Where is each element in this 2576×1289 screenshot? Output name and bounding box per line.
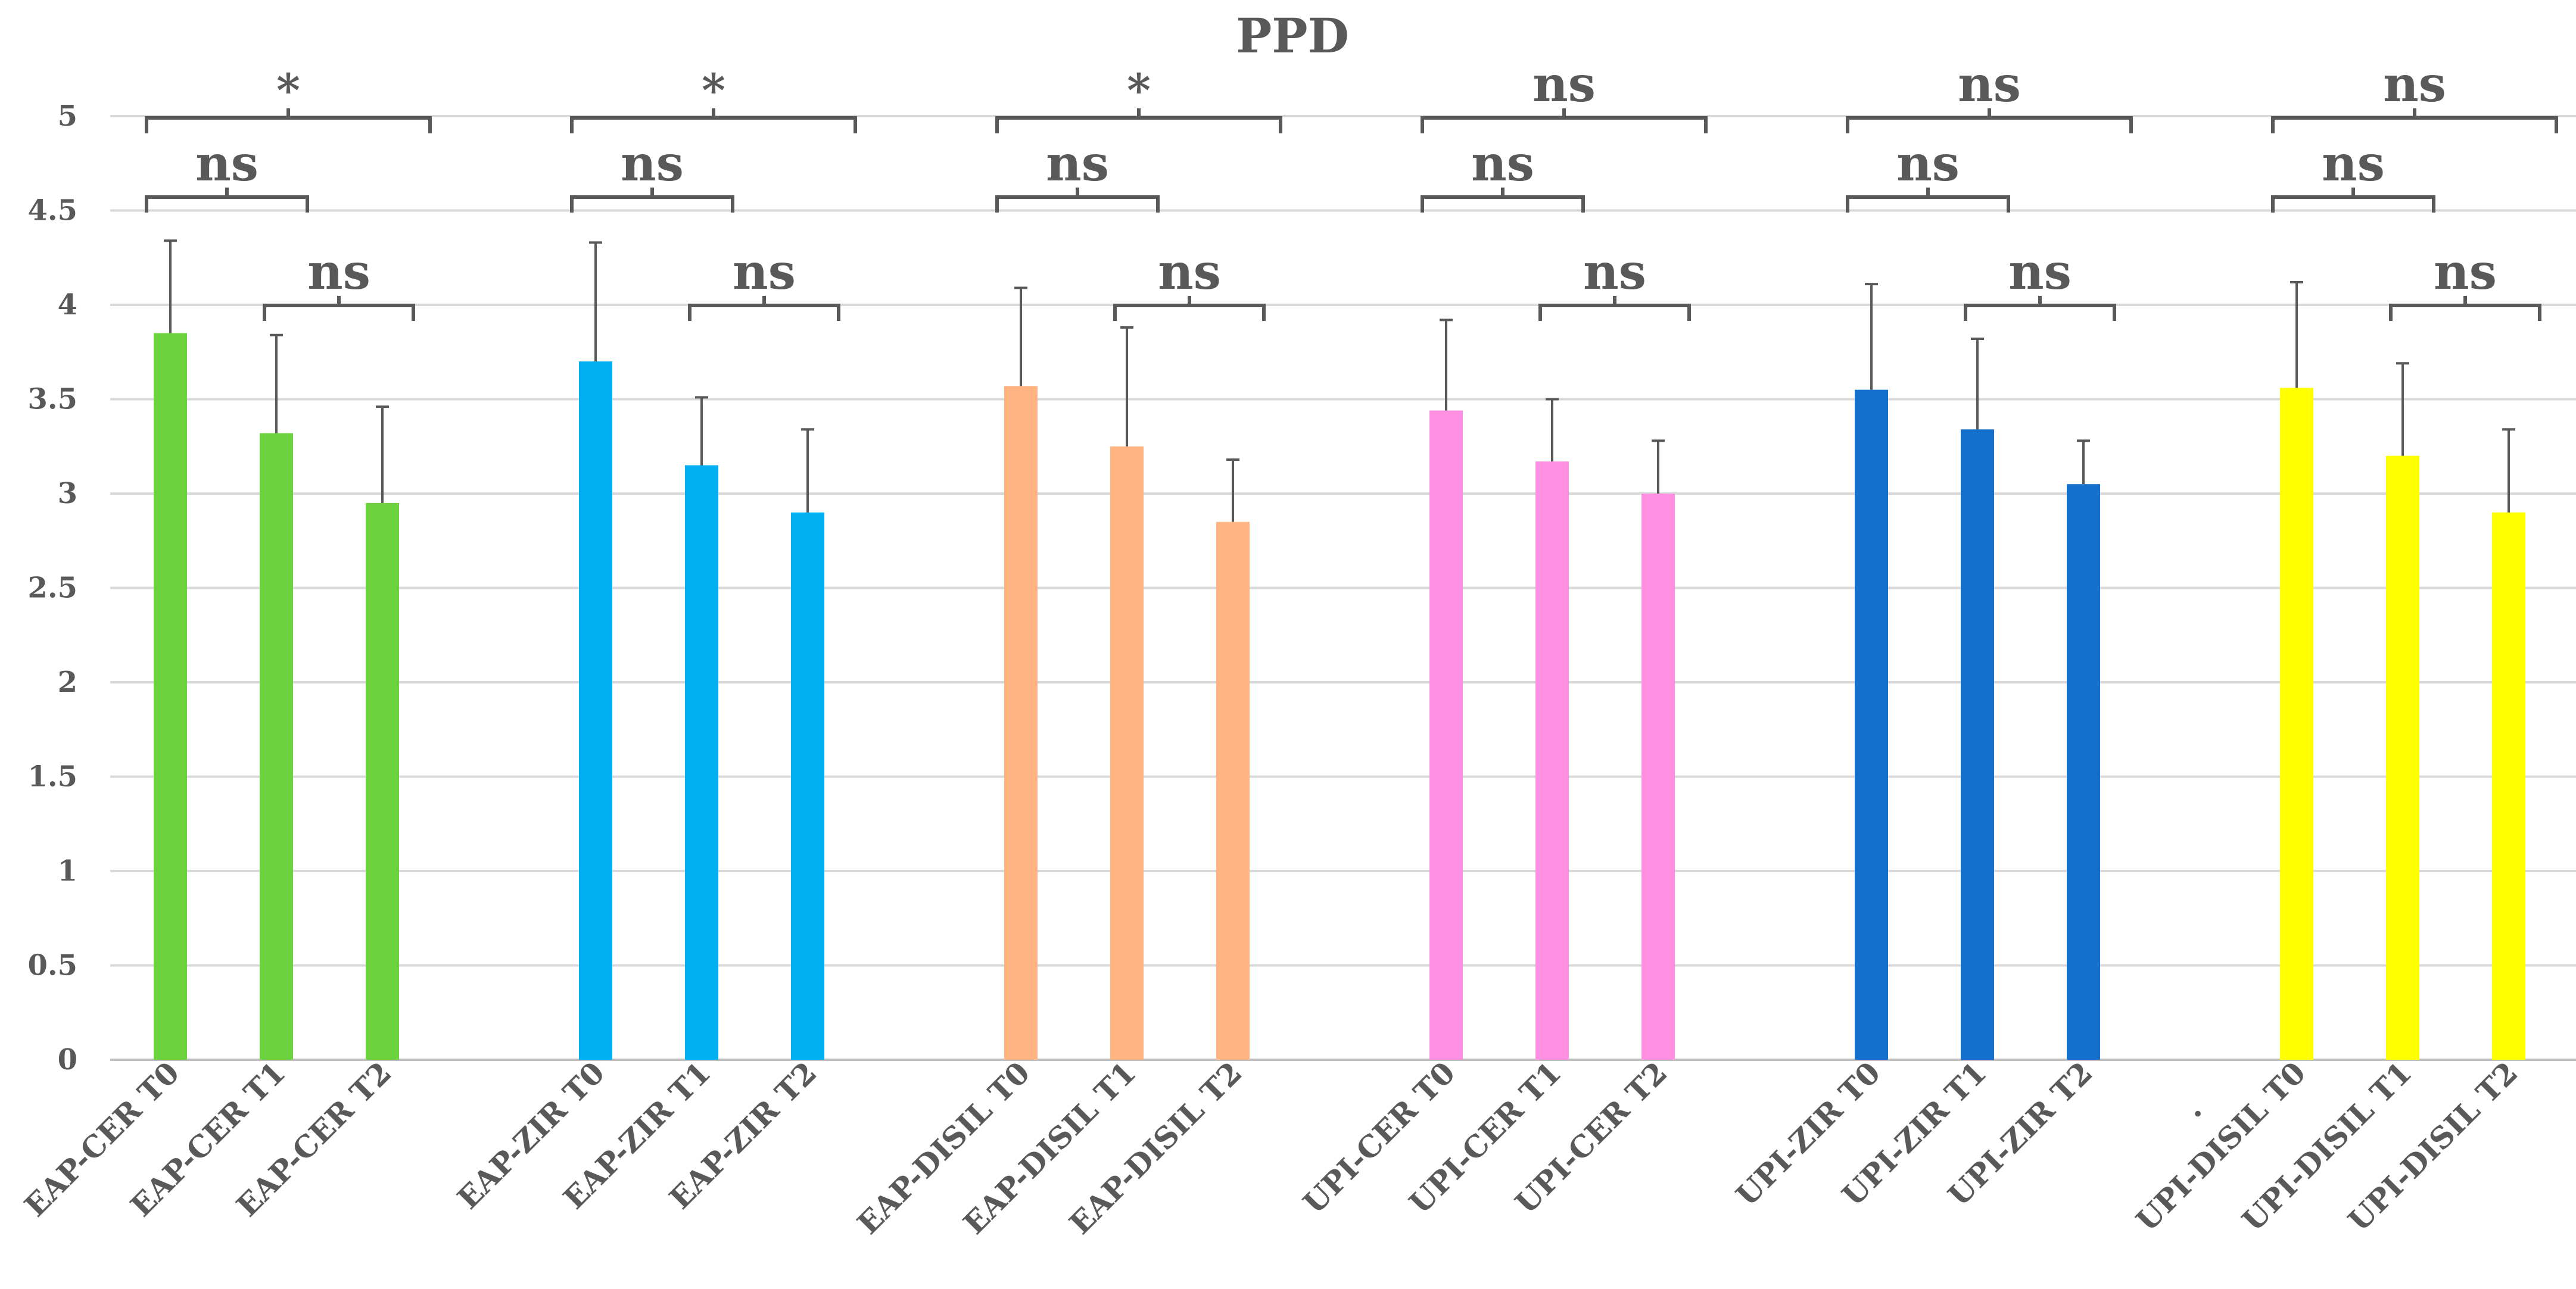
error-bars bbox=[164, 239, 2515, 522]
significance-bracket bbox=[570, 188, 734, 213]
y-tick-label: 1 bbox=[58, 854, 77, 888]
bar bbox=[154, 333, 187, 1060]
significance-label: ns bbox=[2322, 135, 2385, 192]
significance-bracket bbox=[1846, 188, 2010, 213]
significance-bracket bbox=[1964, 296, 2116, 321]
bars bbox=[154, 333, 2525, 1060]
bar bbox=[1004, 386, 1038, 1060]
y-tick-label: 5 bbox=[58, 99, 77, 133]
significance-bracket bbox=[688, 296, 840, 321]
y-tick-label: 3.5 bbox=[27, 383, 77, 416]
bar bbox=[2067, 484, 2100, 1060]
x-stray-label: . bbox=[2192, 1088, 2203, 1124]
significance-bracket bbox=[263, 296, 415, 321]
significance-label: ns bbox=[195, 135, 258, 192]
y-tick-label: 2.5 bbox=[27, 572, 77, 605]
significance-bracket bbox=[1846, 108, 2133, 133]
significance-bracket bbox=[1421, 188, 1585, 213]
significance-label: * bbox=[702, 64, 725, 117]
significance-label: ns bbox=[307, 244, 370, 301]
y-axis: 0 0.5 1 1.5 2 2.5 3 3.5 4 4.5 5 bbox=[27, 99, 77, 1076]
significance-bracket bbox=[570, 108, 857, 133]
grid bbox=[110, 115, 2576, 1061]
significance-label: * bbox=[276, 64, 300, 117]
significance-label: ns bbox=[1471, 135, 1534, 192]
significance-bracket bbox=[1113, 296, 1266, 321]
bar bbox=[1641, 494, 1675, 1060]
bar bbox=[579, 361, 612, 1060]
significance-label: * bbox=[1127, 64, 1151, 117]
bar bbox=[1110, 446, 1144, 1060]
significance-bracket bbox=[145, 188, 309, 213]
bar bbox=[1855, 389, 1888, 1060]
y-tick-label: 4.5 bbox=[27, 194, 77, 227]
y-tick-label: 0 bbox=[58, 1043, 77, 1076]
bar bbox=[1535, 461, 1569, 1060]
significance-label: ns bbox=[733, 244, 796, 301]
significance-label: ns bbox=[1958, 56, 2021, 113]
bar bbox=[1216, 522, 1250, 1060]
y-tick-label: 0.5 bbox=[27, 949, 77, 982]
chart-title: PPD bbox=[1236, 8, 1349, 64]
bar bbox=[366, 503, 399, 1060]
significance-bracket bbox=[995, 188, 1160, 213]
significance-label: ns bbox=[1046, 135, 1109, 192]
significance-label: ns bbox=[1158, 244, 1221, 301]
bar bbox=[2492, 512, 2525, 1060]
significance-bracket bbox=[1538, 296, 1691, 321]
bar bbox=[1961, 429, 1994, 1060]
bar bbox=[791, 512, 824, 1060]
bar bbox=[2280, 388, 2313, 1060]
significance-label: ns bbox=[2008, 244, 2072, 301]
significance-label: ns bbox=[621, 135, 684, 192]
significance-bracket bbox=[145, 108, 432, 133]
significance-label: ns bbox=[1583, 244, 1646, 301]
bar bbox=[1429, 410, 1463, 1060]
significance-label: ns bbox=[2434, 244, 2497, 301]
bar bbox=[260, 433, 293, 1060]
y-tick-label: 1.5 bbox=[27, 760, 77, 794]
significance-label: ns bbox=[1532, 56, 1596, 113]
bar bbox=[685, 465, 718, 1060]
significance-bracket bbox=[1421, 108, 1708, 133]
significance-bracket bbox=[2389, 296, 2541, 321]
significance-label: ns bbox=[1896, 135, 1960, 192]
bar bbox=[2386, 455, 2419, 1060]
significance-bracket bbox=[2271, 108, 2558, 133]
y-tick-label: 3 bbox=[58, 477, 77, 510]
significance-bracket bbox=[995, 108, 1282, 133]
significance-label: ns bbox=[2383, 56, 2446, 113]
y-tick-label: 4 bbox=[58, 288, 77, 322]
significance-bracket bbox=[2271, 188, 2435, 213]
y-tick-label: 2 bbox=[58, 666, 77, 699]
